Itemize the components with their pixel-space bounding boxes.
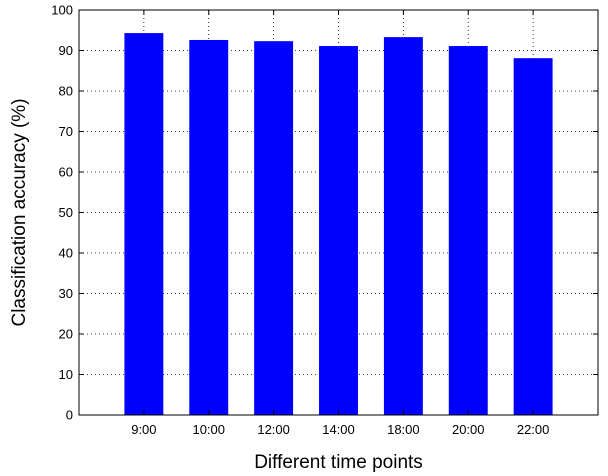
x-tick-label: 14:00 — [322, 422, 355, 437]
bar-10-00 — [189, 39, 229, 415]
y-axis-label: Classification accuracy (%) — [9, 98, 30, 326]
y-tick-label: 90 — [59, 43, 73, 58]
x-tick-label: 12:00 — [257, 422, 290, 437]
bar-14-00 — [319, 46, 358, 416]
bar-22-00 — [513, 58, 553, 415]
bar-9-00 — [124, 33, 164, 416]
x-tick-label: 20:00 — [452, 422, 485, 437]
y-tick-label: 50 — [59, 205, 73, 220]
y-tick-label: 100 — [51, 3, 73, 18]
x-tick-label: 9:00 — [131, 422, 156, 437]
x-tick-label: 22:00 — [517, 422, 550, 437]
y-tick-label: 40 — [59, 246, 73, 261]
bar-20-00 — [448, 46, 488, 416]
bar-18-00 — [383, 37, 423, 415]
y-tick-label: 30 — [59, 286, 73, 301]
bars — [124, 33, 553, 416]
gridlines — [79, 10, 598, 415]
y-tick-label: 80 — [59, 84, 73, 99]
bar-12-00 — [254, 41, 294, 416]
y-tick-label: 20 — [59, 327, 73, 342]
y-tick-label: 70 — [59, 124, 73, 139]
y-tick-label: 60 — [59, 165, 73, 180]
y-tick-labels: 0 10 20 30 40 50 60 70 80 90 100 — [51, 3, 73, 423]
y-tick-label: 10 — [59, 367, 73, 382]
x-axis-label: Different time points — [254, 452, 423, 473]
ticks — [79, 9, 598, 416]
y-tick-label: 0 — [66, 408, 73, 423]
x-tick-labels: 9:00 10:00 12:00 14:00 18:00 20:00 22:00 — [131, 422, 549, 437]
x-tick-label: 10:00 — [192, 422, 225, 437]
x-tick-label: 18:00 — [387, 422, 420, 437]
